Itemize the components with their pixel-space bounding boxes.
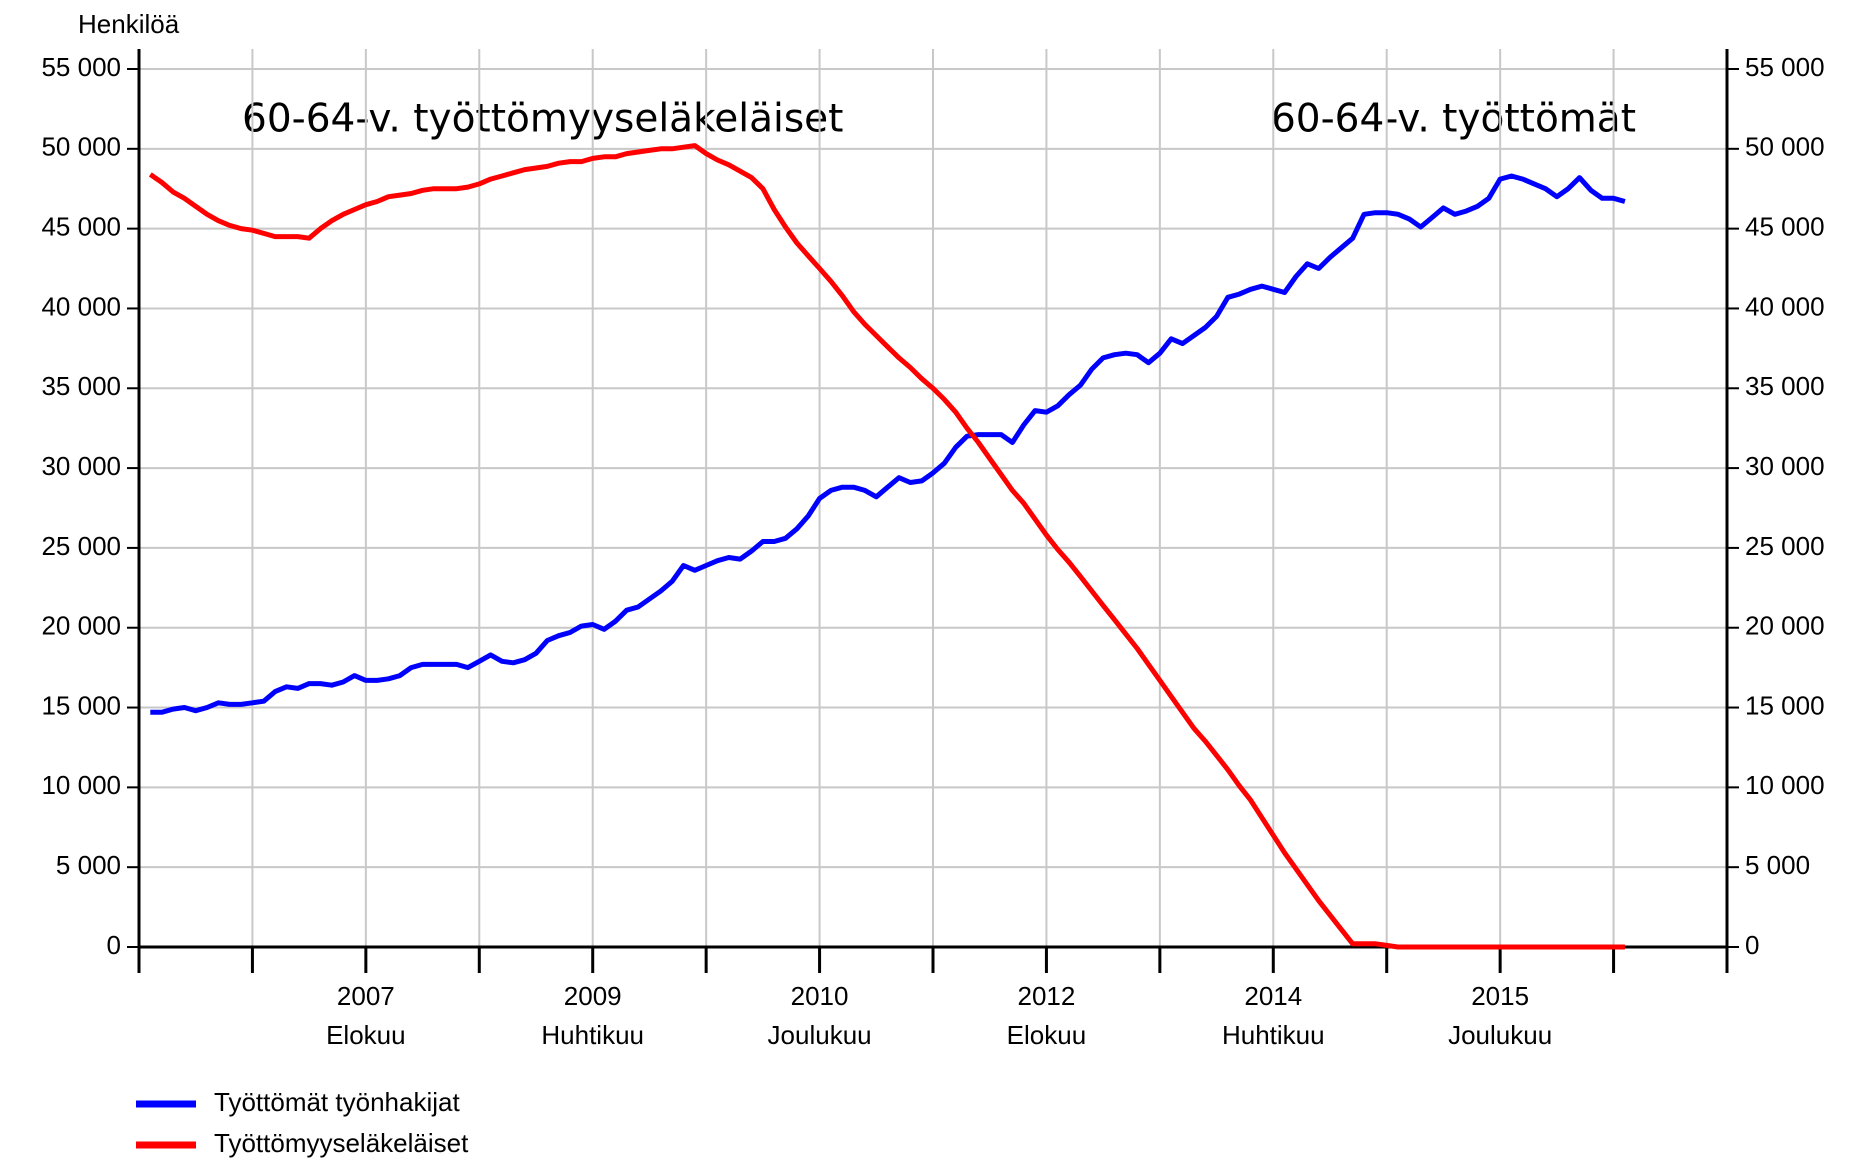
y2-tick-label: 15 000: [1745, 690, 1825, 720]
y2-tick-label: 20 000: [1745, 611, 1825, 641]
legend-label: Työttömyyseläkeläiset: [214, 1128, 469, 1158]
y2-tick-label: 55 000: [1745, 52, 1825, 82]
x-tick-label: Huhtikuu: [1222, 1020, 1325, 1050]
x-tick-label: 2009: [564, 981, 622, 1011]
legend-label: Työttömät työnhakijat: [214, 1087, 460, 1117]
x-tick-label: Huhtikuu: [541, 1020, 644, 1050]
y2-tick-label: 30 000: [1745, 451, 1825, 481]
y2-tick-label: 40 000: [1745, 291, 1825, 321]
y2-tick-label: 0: [1745, 930, 1759, 960]
x-tick-label: Elokuu: [326, 1020, 406, 1050]
y-tick-label: 55 000: [41, 52, 121, 82]
y-tick-label: 45 000: [41, 212, 121, 242]
y-axis-label: Henkilöä: [78, 9, 180, 39]
y2-tick-label: 35 000: [1745, 371, 1825, 401]
y-tick-label: 5 000: [56, 850, 121, 880]
annotation: 60-64-v. työttömyyseläkeläiset: [242, 97, 843, 142]
x-tick-label: 2014: [1244, 981, 1302, 1011]
y2-tick-label: 50 000: [1745, 132, 1825, 162]
x-tick-label: 2010: [791, 981, 849, 1011]
line-series: [148, 143, 1625, 950]
y2-tick-label: 5 000: [1745, 850, 1810, 880]
y-tick-label: 15 000: [41, 690, 121, 720]
x-tick-label: 2007: [337, 981, 395, 1011]
x-tick-label: Elokuu: [1007, 1020, 1087, 1050]
y-tick-label: 35 000: [41, 371, 121, 401]
line-series: [150, 173, 1626, 715]
y-tick-label: 25 000: [41, 531, 121, 561]
y-tick-label: 40 000: [41, 291, 121, 321]
y2-tick-label: 45 000: [1745, 212, 1825, 242]
y-tick-label: 0: [107, 930, 121, 960]
y-tick-label: 50 000: [41, 132, 121, 162]
y-tick-label: 30 000: [41, 451, 121, 481]
x-tick-label: Joulukuu: [768, 1020, 872, 1050]
x-tick-label: 2012: [1018, 981, 1076, 1011]
annotation: 60-64-v. työttömät: [1271, 97, 1636, 142]
y-tick-label: 10 000: [41, 770, 121, 800]
y2-tick-label: 25 000: [1745, 531, 1825, 561]
x-tick-label: 2015: [1471, 981, 1529, 1011]
y2-tick-label: 10 000: [1745, 770, 1825, 800]
x-tick-label: Joulukuu: [1448, 1020, 1552, 1050]
y-tick-label: 20 000: [41, 611, 121, 641]
